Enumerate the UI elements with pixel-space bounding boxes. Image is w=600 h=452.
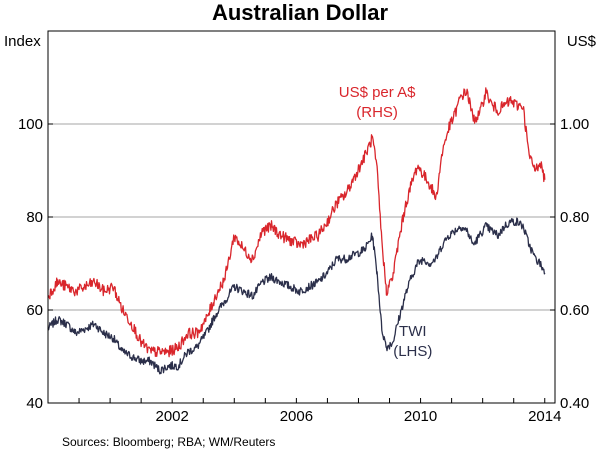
left-axis-tick-label: 100: [18, 116, 43, 133]
source-note: Sources: Bloomberg; RBA; WM/Reuters: [62, 435, 275, 449]
right-axis-tick-label: 0.40: [560, 395, 589, 412]
series-label-twi: TWI: [399, 323, 427, 340]
series-layer: [47, 87, 546, 375]
left-axis-tick-label: 80: [26, 209, 43, 226]
right-axis-tick-label: 1.00: [560, 116, 589, 133]
gridlines: [48, 123, 555, 311]
x-axis-tick-label: 2006: [280, 408, 313, 425]
series-axis-label-twi: (LHS): [393, 343, 432, 360]
x-axis-tick-label: 2002: [156, 408, 189, 425]
right-axis-tick-label: 0.80: [560, 209, 589, 226]
left-axis-tick-label: 40: [26, 395, 43, 412]
chart-title: Australian Dollar: [212, 0, 388, 25]
series-line-twi: [47, 217, 546, 375]
series-line-usd: [47, 87, 546, 358]
series-label-usd: US$ per A$: [339, 84, 416, 101]
axis-ticks: [47, 123, 555, 404]
x-axis-tick-label: 2010: [404, 408, 437, 425]
tick-labels: 40 60 80 100 0.40 0.60 0.80 1.00 2002 2006 2010 201…: [18, 116, 589, 425]
right-axis-unit: US$: [567, 33, 597, 50]
left-axis-unit: Index: [4, 33, 41, 50]
x-axis-tick-label: 2014: [528, 408, 561, 425]
series-axis-label-usd: (RHS): [356, 104, 398, 121]
right-axis-tick-label: 0.60: [560, 302, 589, 319]
left-axis-tick-label: 60: [26, 302, 43, 319]
